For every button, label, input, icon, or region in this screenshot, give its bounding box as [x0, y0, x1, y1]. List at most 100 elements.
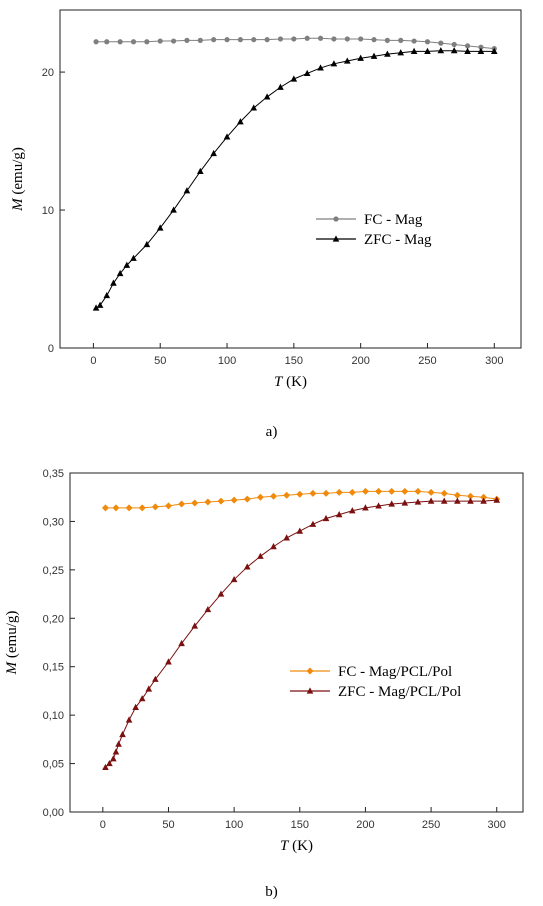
data-point: [250, 104, 258, 111]
x-tick-label: 50: [154, 355, 166, 367]
data-point: [427, 488, 435, 496]
x-axis-symbol: T: [280, 838, 290, 854]
y-tick-label: 0,00: [43, 807, 64, 819]
x-axis-unit: (K): [282, 374, 307, 390]
data-point: [110, 755, 117, 762]
x-tick-label: 200: [351, 355, 369, 367]
plot-frame: [59, 9, 522, 349]
x-tick-label: 250: [422, 819, 440, 831]
data-point: [130, 39, 137, 45]
data-point: [335, 488, 343, 496]
data-point: [384, 37, 390, 43]
legend-label: FC - Mag/PCL/Pol: [338, 664, 452, 680]
data-point: [263, 93, 271, 100]
data-point: [309, 489, 317, 497]
y-tick-label: 0,30: [43, 516, 64, 528]
data-point: [283, 534, 290, 541]
data-point: [165, 658, 172, 665]
data-point: [349, 507, 356, 514]
data-point: [191, 499, 199, 507]
data-point: [296, 527, 304, 534]
data-point: [401, 499, 409, 506]
data-point: [119, 730, 126, 738]
data-point: [493, 496, 501, 503]
legend-swatch-marker: [333, 216, 339, 222]
data-point: [478, 44, 484, 50]
data-point: [440, 497, 448, 504]
data-point: [397, 49, 405, 56]
data-point: [93, 39, 99, 45]
data-point: [437, 47, 445, 54]
data-point: [357, 54, 364, 61]
y-axis-unit: (emu/g): [10, 147, 26, 198]
data-point: [115, 740, 122, 747]
data-point: [106, 759, 113, 767]
legend-swatch-marker: [306, 687, 314, 694]
x-tick-label: 300: [488, 819, 506, 831]
data-point: [211, 37, 217, 43]
data-point: [112, 504, 120, 512]
data-point: [335, 511, 343, 518]
data-point: [224, 37, 230, 43]
data-point: [217, 497, 225, 505]
data-point: [283, 491, 291, 499]
data-point: [123, 261, 131, 268]
legend-item-zfc-mag: ZFC - Mag: [316, 232, 432, 248]
data-point: [467, 497, 474, 504]
data-point: [204, 498, 212, 506]
data-point: [237, 37, 243, 43]
data-point: [480, 493, 488, 501]
data-point: [156, 224, 164, 231]
x-tick-label: 0: [100, 819, 106, 831]
data-point: [375, 502, 382, 509]
data-point: [101, 504, 109, 512]
data-point: [384, 50, 391, 57]
data-point: [184, 37, 190, 43]
data-point: [110, 279, 117, 286]
plot-frame: [69, 472, 524, 813]
data-point: [411, 38, 417, 44]
x-tick-label: 250: [418, 355, 436, 367]
x-tick-label: 150: [285, 355, 303, 367]
data-point: [454, 497, 461, 504]
series-line: [95, 50, 495, 309]
data-point: [103, 291, 111, 299]
y-axis-symbol: M: [4, 660, 20, 675]
chart-panel-a: 0 50 100 150 200 250 300 0 10 20 T (K) M (emu/g) FC …: [0, 0, 543, 450]
data-point: [138, 504, 146, 512]
data-point: [450, 47, 458, 54]
data-point: [344, 36, 350, 42]
data-point: [348, 488, 356, 496]
data-point: [204, 605, 212, 613]
data-point: [388, 487, 396, 495]
legend-label: ZFC - Mag: [364, 232, 432, 248]
data-point: [277, 83, 284, 90]
x-tick-label: 100: [218, 355, 236, 367]
data-point: [217, 590, 225, 597]
data-point: [230, 496, 238, 504]
x-tick-label: 300: [485, 355, 503, 367]
data-point: [371, 37, 377, 43]
data-point: [270, 543, 277, 550]
y-axis-title: M (emu/g): [10, 147, 26, 212]
y-tick-label: 0,15: [43, 662, 64, 674]
x-tick-label: 200: [356, 819, 374, 831]
legend-swatch-marker: [306, 667, 314, 675]
data-point: [112, 748, 120, 755]
y-tick-label: 0,10: [43, 710, 64, 722]
data-point: [331, 36, 337, 42]
y-axis-symbol: M: [10, 197, 26, 212]
data-point: [116, 269, 124, 277]
data-point: [414, 498, 422, 505]
data-point: [317, 35, 324, 41]
legend-label: ZFC - Mag/PCL/Pol: [338, 684, 461, 700]
data-point: [414, 487, 422, 495]
data-point: [230, 575, 238, 583]
data-point: [464, 47, 471, 54]
data-point: [362, 504, 369, 511]
data-point: [440, 489, 448, 497]
data-point: [290, 75, 298, 82]
data-point: [178, 639, 185, 647]
series-fc-mag: [93, 35, 497, 52]
legend-item-fc-mag: FC - Mag: [316, 212, 423, 228]
